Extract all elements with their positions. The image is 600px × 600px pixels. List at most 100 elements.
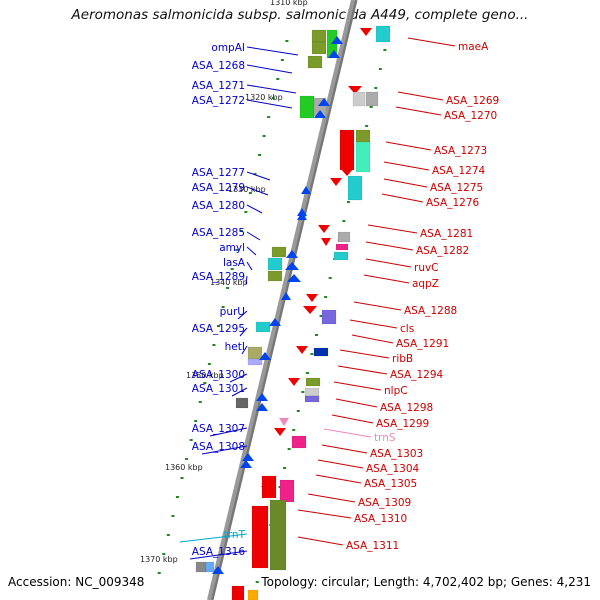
gene-label-right[interactable]: ASA_1310 [354, 513, 407, 525]
gene-label-left[interactable]: ASA_1285 [192, 227, 245, 239]
gene-label-right[interactable]: ruvC [414, 262, 439, 274]
gene-label-right[interactable]: ASA_1282 [416, 245, 469, 257]
gene-label-right[interactable]: trnS [374, 432, 396, 444]
gene-label-left[interactable]: ASA_1280 [192, 200, 245, 212]
gene-arrow[interactable] [318, 98, 330, 106]
gene-box[interactable] [269, 499, 287, 571]
gene-box[interactable] [304, 395, 320, 403]
gene-arrow[interactable] [331, 36, 343, 44]
gene-label-left[interactable]: ASA_1308 [192, 441, 245, 453]
gene-arrow[interactable] [296, 346, 308, 354]
gene-box[interactable] [247, 589, 259, 600]
gene-arrow[interactable] [281, 292, 291, 300]
gene-box[interactable] [337, 231, 351, 243]
gene-label-right[interactable]: nlpC [384, 385, 408, 397]
gene-label-right[interactable]: ASA_1304 [366, 463, 420, 475]
gene-label-right[interactable]: cls [400, 323, 414, 335]
gene-arrow[interactable] [269, 318, 281, 326]
gene-arrow[interactable] [314, 110, 326, 118]
gene-label-left[interactable]: trnT [224, 529, 246, 541]
gene-box[interactable] [247, 358, 263, 366]
gene-label-right[interactable]: ribB [392, 353, 413, 365]
gene-label-left[interactable]: purU [220, 306, 245, 318]
gene-label-left[interactable]: hetI [225, 341, 245, 353]
gene-box[interactable] [251, 505, 269, 569]
gene-box[interactable] [271, 246, 287, 258]
gene-box[interactable] [267, 270, 283, 282]
gene-label-right[interactable]: ASA_1309 [358, 497, 411, 509]
gene-label-right[interactable]: ASA_1288 [404, 305, 457, 317]
gene-label-right[interactable]: ASA_1311 [346, 540, 399, 552]
gene-label-right[interactable]: ASA_1273 [434, 145, 487, 157]
gene-arrow[interactable] [348, 86, 362, 94]
gene-label-left[interactable]: ASA_1295 [192, 323, 245, 335]
gene-arrow[interactable] [240, 460, 252, 468]
gene-box[interactable] [247, 346, 263, 360]
gene-label-right[interactable]: ASA_1305 [364, 478, 417, 490]
gene-box[interactable] [267, 257, 283, 271]
gene-arrow[interactable] [288, 378, 300, 386]
gene-label-left[interactable]: ASA_1279 [192, 182, 245, 194]
gene-arrow[interactable] [274, 428, 286, 436]
gene-label-right[interactable]: ASA_1269 [446, 95, 499, 107]
gene-box[interactable] [311, 41, 327, 55]
gene-arrow[interactable] [287, 274, 301, 282]
gene-label-left[interactable]: ASA_1271 [192, 80, 245, 92]
gene-box[interactable] [195, 561, 207, 573]
gene-arrow[interactable] [242, 453, 254, 461]
gene-box[interactable] [321, 309, 337, 325]
gene-box[interactable] [307, 55, 323, 69]
gene-label-left[interactable]: ASA_1301 [192, 383, 245, 395]
gene-label-left[interactable]: ASA_1277 [192, 167, 245, 179]
gene-label-right[interactable]: ASA_1274 [432, 165, 486, 177]
gene-arrow[interactable] [297, 212, 307, 220]
gene-arrow[interactable] [340, 168, 354, 176]
gene-label-right[interactable]: ASA_1291 [396, 338, 449, 350]
gene-box[interactable] [333, 251, 349, 261]
gene-arrow[interactable] [285, 262, 299, 270]
gene-arrow[interactable] [279, 418, 289, 426]
gene-box[interactable] [375, 25, 391, 43]
gene-box[interactable] [291, 435, 307, 449]
gene-arrow[interactable] [256, 393, 268, 401]
gene-arrow[interactable] [303, 306, 317, 314]
gene-arrow[interactable] [318, 225, 330, 233]
gene-box[interactable] [311, 29, 327, 43]
gene-arrow[interactable] [301, 186, 311, 194]
gene-box[interactable] [235, 397, 249, 409]
gene-label-left[interactable]: ASA_1300 [192, 369, 245, 381]
gene-label-left[interactable]: amyl [219, 242, 245, 254]
gene-box[interactable] [347, 175, 363, 201]
gene-arrow[interactable] [286, 250, 298, 258]
gene-label-right[interactable]: maeA [458, 41, 489, 53]
gene-box[interactable] [231, 585, 245, 600]
gene-label-right[interactable]: ASA_1299 [376, 418, 429, 430]
gene-label-right[interactable]: ASA_1276 [426, 197, 480, 209]
gene-box[interactable] [313, 347, 329, 357]
gene-box[interactable] [305, 377, 321, 387]
gene-box[interactable] [335, 243, 349, 251]
gene-box[interactable] [355, 141, 371, 173]
gene-arrow[interactable] [306, 294, 318, 302]
gene-box[interactable] [304, 387, 320, 397]
gene-box[interactable] [279, 479, 295, 503]
gene-label-left[interactable]: ASA_1272 [192, 95, 245, 107]
gene-label-right[interactable]: ASA_1281 [420, 228, 473, 240]
gene-label-left[interactable]: ASA_1289 [192, 271, 245, 283]
gene-label-right[interactable]: ASA_1275 [430, 182, 483, 194]
gene-arrow[interactable] [259, 352, 271, 360]
gene-arrow[interactable] [360, 28, 372, 36]
gene-arrow[interactable] [330, 178, 342, 186]
gene-label-left[interactable]: ASA_1307 [192, 423, 245, 435]
gene-label-right[interactable]: ASA_1298 [380, 402, 433, 414]
gene-box[interactable] [352, 91, 366, 107]
gene-box[interactable] [365, 91, 379, 107]
gene-box[interactable] [205, 561, 215, 573]
gene-box[interactable] [339, 129, 355, 171]
gene-label-left[interactable]: lasA [223, 257, 246, 269]
gene-label-right[interactable]: aqpZ [412, 278, 439, 290]
gene-box[interactable] [255, 321, 271, 333]
gene-label-right[interactable]: ASA_1303 [370, 448, 423, 460]
gene-arrow[interactable] [321, 238, 331, 246]
